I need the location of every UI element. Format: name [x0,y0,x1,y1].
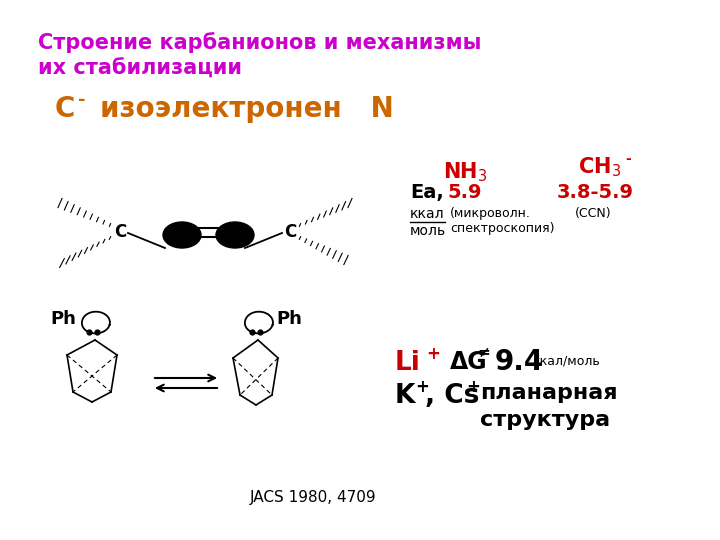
Text: ΔG: ΔG [450,350,487,374]
Text: моль: моль [410,224,446,238]
Text: Строение карбанионов и механизмы: Строение карбанионов и механизмы [38,32,482,53]
Text: Ph: Ph [276,310,302,328]
Text: структура: структура [480,410,610,430]
Text: 3.8-5.9: 3.8-5.9 [557,183,634,202]
Text: Ph: Ph [50,310,76,328]
Text: ккал: ккал [410,207,445,221]
Text: Ea,: Ea, [410,183,444,202]
Text: (микроволн.: (микроволн. [450,207,531,220]
Text: Li: Li [395,350,421,376]
Text: планарная: планарная [480,383,618,403]
Text: 9.4: 9.4 [495,348,544,376]
Ellipse shape [216,222,254,248]
Text: K: K [395,383,415,409]
Text: изоэлектронен   N: изоэлектронен N [100,95,394,123]
Text: JACS 1980, 4709: JACS 1980, 4709 [250,490,377,505]
Text: их стабилизации: их стабилизации [38,58,242,78]
Text: спектроскопия): спектроскопия) [450,222,554,235]
Text: 5.9: 5.9 [448,183,482,202]
Text: -: - [78,91,86,109]
Text: CH$_3$: CH$_3$ [578,155,621,179]
Text: ≠: ≠ [477,345,490,360]
Text: (CCN): (CCN) [575,207,611,220]
Ellipse shape [163,222,201,248]
Text: +: + [415,378,429,396]
Text: С: С [55,95,76,123]
Text: NH$_3$: NH$_3$ [443,160,487,184]
Text: C: C [284,223,296,241]
Text: , Cs: , Cs [425,383,480,409]
Text: +: + [426,345,440,363]
Text: -: - [625,152,631,166]
Text: C: C [114,223,126,241]
Text: +: + [466,378,480,396]
Text: ккал/моль: ккал/моль [533,355,600,368]
